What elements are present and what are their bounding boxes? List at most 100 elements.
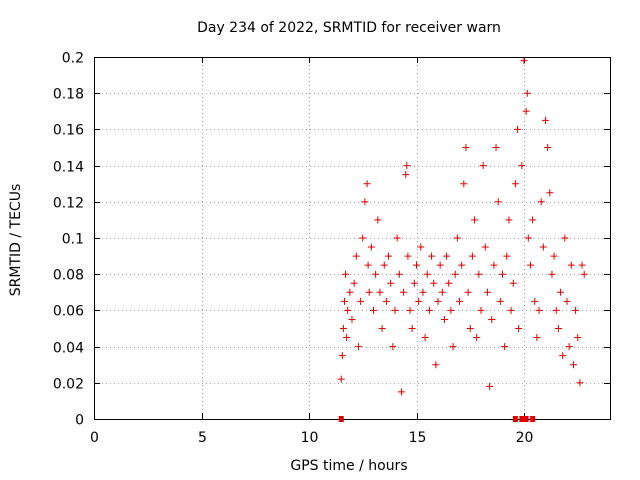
y-tick-label: 0.08 [53, 268, 84, 284]
data-point [462, 144, 470, 151]
data-point [569, 361, 577, 369]
data-point [352, 252, 360, 260]
data-point [523, 89, 531, 97]
data-point [440, 315, 448, 323]
x-tick-label: 15 [409, 430, 427, 446]
data-point [572, 306, 580, 314]
data-point [404, 252, 412, 260]
data-point [520, 57, 528, 65]
y-tick-label: 0.02 [53, 377, 84, 393]
data-point [531, 297, 539, 305]
data-point [428, 252, 436, 260]
data-point [477, 306, 485, 314]
data-point [524, 234, 532, 242]
data-point [451, 270, 459, 278]
data-point [475, 270, 483, 278]
data-point [417, 243, 425, 251]
data-point [447, 306, 455, 314]
data-point [533, 334, 541, 342]
data-point [367, 243, 375, 251]
data-point [436, 261, 444, 269]
plot-frame [94, 57, 611, 420]
zero-markers [338, 416, 536, 422]
data-point [492, 144, 500, 151]
zero-marker [338, 416, 344, 422]
data-point [421, 334, 429, 342]
data-point [365, 288, 373, 296]
data-point [535, 306, 543, 314]
data-point [406, 306, 414, 314]
data-point [408, 325, 416, 332]
data-point [453, 234, 461, 242]
data-point [552, 306, 560, 314]
data-point [400, 288, 408, 296]
data-point [574, 334, 582, 342]
data-point [565, 343, 573, 351]
data-point [537, 198, 545, 206]
data-point [479, 162, 487, 170]
x-tick-label: 5 [198, 430, 207, 446]
data-point [563, 297, 571, 305]
data-point [576, 379, 584, 387]
data-point [387, 279, 395, 287]
data-point [522, 107, 530, 115]
data-point [507, 306, 515, 314]
data-point [432, 361, 440, 369]
y-axis-label: SRMTID / TECUs [8, 184, 24, 297]
data-point [397, 388, 405, 396]
data-point [357, 297, 365, 305]
data-point [364, 261, 372, 269]
x-tick-label: 0 [90, 430, 99, 446]
data-point [496, 297, 504, 305]
y-tick-label: 0.14 [53, 160, 84, 176]
data-point [561, 234, 569, 242]
data-point [380, 261, 388, 269]
data-point [567, 261, 575, 269]
data-point [348, 315, 356, 323]
data-point [529, 216, 537, 224]
chart-title: Day 234 of 2022, SRMTID for receiver war… [197, 20, 501, 36]
data-point [378, 325, 386, 332]
data-point [514, 125, 522, 133]
data-point [539, 243, 547, 251]
x-axis-ticks: 0 5 10 15 20 [90, 57, 533, 446]
data-point [350, 279, 358, 287]
data-point [339, 325, 347, 332]
zero-marker [512, 416, 518, 422]
data-point [458, 261, 466, 269]
data-point [361, 198, 369, 206]
y-tick-label: 0.12 [53, 196, 84, 212]
data-point [548, 270, 556, 278]
data-point [490, 261, 498, 269]
data-point [370, 306, 377, 314]
y-tick-label: 0.06 [53, 304, 84, 320]
x-tick-label: 10 [301, 430, 319, 446]
data-point [554, 325, 562, 332]
data-point [486, 382, 494, 390]
grid-layer [94, 57, 610, 419]
data-point [505, 216, 513, 224]
data-point [546, 189, 554, 197]
data-point [337, 375, 345, 383]
data-point [403, 162, 411, 170]
data-points [337, 57, 588, 396]
data-point [557, 288, 565, 296]
data-point [415, 297, 423, 305]
data-point [518, 162, 526, 170]
data-point [483, 288, 491, 296]
data-point [466, 325, 474, 332]
data-point [438, 288, 446, 296]
data-point [346, 288, 354, 296]
data-point [382, 297, 390, 305]
data-point [578, 261, 586, 269]
data-point [343, 334, 351, 342]
y-tick-label: 0 [75, 413, 84, 429]
data-point [434, 297, 442, 305]
data-point [395, 270, 403, 278]
data-point [499, 270, 506, 278]
y-tick-label: 0.1 [62, 232, 84, 248]
zero-marker [530, 416, 536, 422]
y-tick-label: 0.2 [62, 51, 84, 67]
data-point [542, 116, 549, 124]
data-point [526, 261, 534, 269]
